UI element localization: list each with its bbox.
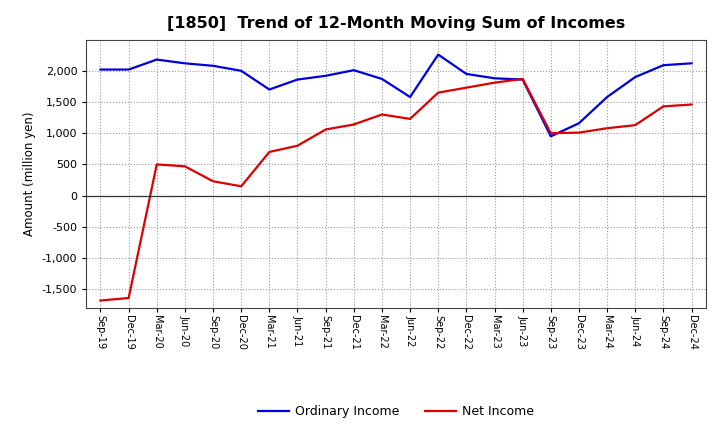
Net Income	[265, 149, 274, 154]
Net Income	[490, 80, 499, 85]
Net Income	[603, 125, 611, 131]
Net Income	[209, 179, 217, 184]
Net Income	[546, 131, 555, 136]
Line: Ordinary Income: Ordinary Income	[101, 55, 691, 136]
Ordinary Income	[96, 67, 105, 72]
Ordinary Income	[349, 68, 358, 73]
Ordinary Income	[209, 63, 217, 69]
Ordinary Income	[321, 73, 330, 78]
Ordinary Income	[434, 52, 443, 57]
Ordinary Income	[659, 62, 667, 68]
Net Income	[631, 122, 639, 128]
Ordinary Income	[237, 68, 246, 73]
Net Income	[293, 143, 302, 148]
Ordinary Income	[181, 61, 189, 66]
Ordinary Income	[631, 74, 639, 80]
Net Income	[237, 183, 246, 189]
Net Income	[349, 122, 358, 127]
Net Income	[181, 164, 189, 169]
Line: Net Income: Net Income	[101, 79, 691, 301]
Ordinary Income	[490, 76, 499, 81]
Legend: Ordinary Income, Net Income: Ordinary Income, Net Income	[253, 400, 539, 423]
Ordinary Income	[406, 95, 415, 100]
Ordinary Income	[265, 87, 274, 92]
Ordinary Income	[462, 71, 471, 77]
Ordinary Income	[518, 77, 527, 82]
Net Income	[575, 130, 583, 135]
Title: [1850]  Trend of 12-Month Moving Sum of Incomes: [1850] Trend of 12-Month Moving Sum of I…	[167, 16, 625, 32]
Ordinary Income	[293, 77, 302, 82]
Y-axis label: Amount (million yen): Amount (million yen)	[23, 112, 36, 236]
Ordinary Income	[687, 61, 696, 66]
Net Income	[659, 104, 667, 109]
Net Income	[96, 298, 105, 303]
Net Income	[321, 127, 330, 132]
Net Income	[125, 295, 133, 301]
Net Income	[687, 102, 696, 107]
Net Income	[406, 116, 415, 121]
Ordinary Income	[153, 57, 161, 62]
Net Income	[462, 85, 471, 90]
Ordinary Income	[603, 95, 611, 100]
Net Income	[518, 76, 527, 81]
Net Income	[377, 112, 386, 117]
Net Income	[153, 162, 161, 167]
Ordinary Income	[125, 67, 133, 72]
Ordinary Income	[377, 76, 386, 81]
Net Income	[434, 90, 443, 95]
Ordinary Income	[546, 134, 555, 139]
Ordinary Income	[575, 121, 583, 126]
